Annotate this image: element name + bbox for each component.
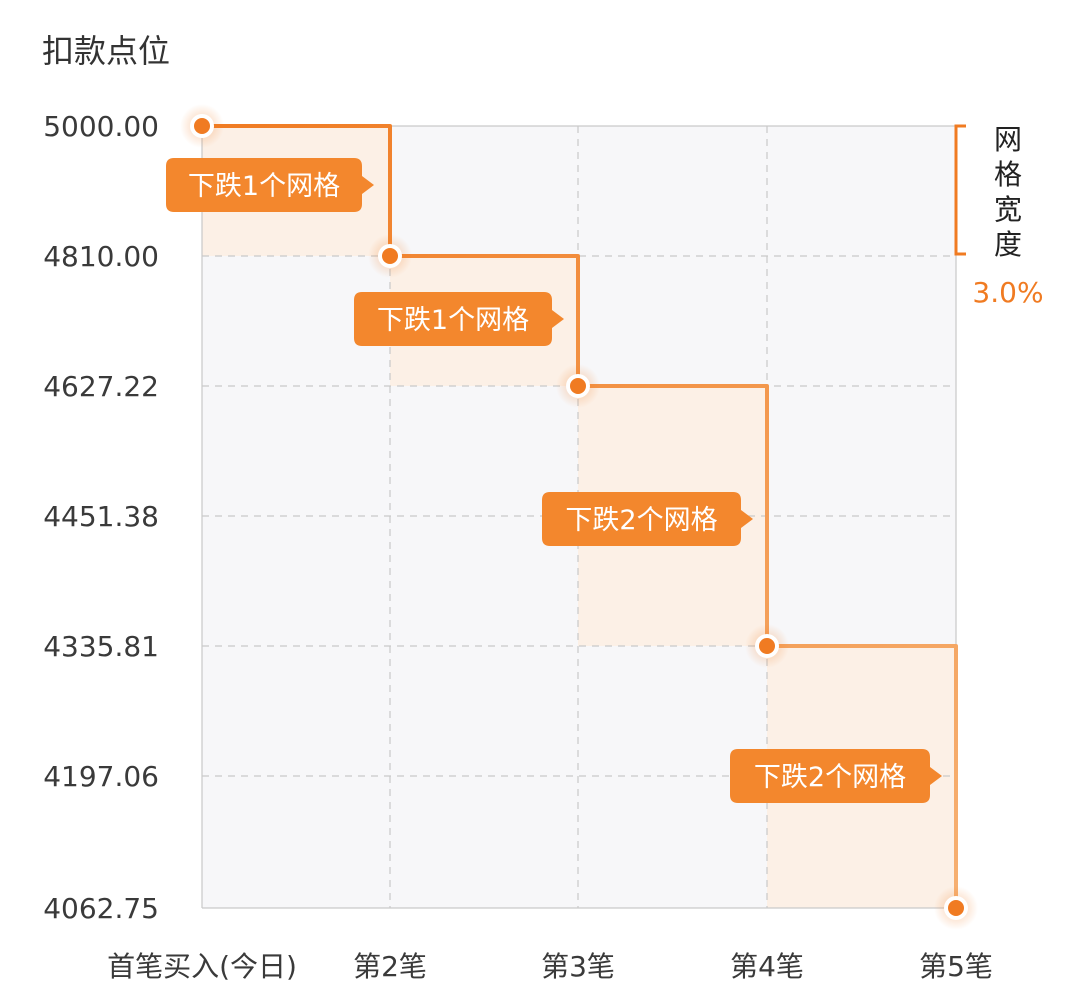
drop-callout: 下跌2个网格 <box>542 492 753 546</box>
data-point <box>934 886 978 930</box>
y-tick-label: 4062.75 <box>43 892 159 925</box>
data-point <box>556 364 600 408</box>
drop-callout: 下跌1个网格 <box>354 292 564 346</box>
grid-width-char-3: 宽 <box>994 193 1022 226</box>
drop-callout: 下跌1个网格 <box>166 158 374 212</box>
x-tick-label: 第4笔 <box>730 950 804 983</box>
data-point <box>180 104 224 148</box>
y-tick-label: 4810.00 <box>43 240 159 273</box>
x-tick-label: 第2笔 <box>353 950 427 983</box>
grid-width-char-1: 网 <box>994 123 1022 156</box>
y-axis-title: 扣款点位 <box>42 32 170 70</box>
callout-label: 下跌1个网格 <box>188 171 340 202</box>
data-point <box>745 624 789 668</box>
grid-width-char-4: 度 <box>994 228 1022 261</box>
point-dot <box>759 638 775 654</box>
callout-label: 下跌2个网格 <box>565 505 717 536</box>
x-tick-label: 第5笔 <box>919 950 993 983</box>
y-tick-label: 4451.38 <box>43 500 159 533</box>
x-tick-label: 第3笔 <box>541 950 615 983</box>
grid-width-char-2: 格 <box>994 158 1022 191</box>
data-point <box>368 234 412 278</box>
y-tick-label: 4197.06 <box>43 760 159 793</box>
grid-width-annotation: 网 格 宽 度 3.0% <box>954 123 1044 309</box>
callout-bubble <box>730 749 942 803</box>
drop-callout: 下跌2个网格 <box>730 749 942 803</box>
callout-label: 下跌1个网格 <box>377 305 529 336</box>
callout-bubble <box>166 158 374 212</box>
callout-bubble <box>542 492 753 546</box>
point-dot <box>382 248 398 264</box>
x-tick-label: 首笔买入(今日) <box>107 950 297 983</box>
y-tick-label: 4627.22 <box>43 370 159 403</box>
point-dot <box>948 900 964 916</box>
grid-width-value: 3.0% <box>972 276 1043 309</box>
y-tick-label: 5000.00 <box>43 110 159 143</box>
point-dot <box>570 378 586 394</box>
callout-label: 下跌2个网格 <box>754 762 906 793</box>
y-tick-label: 4335.81 <box>43 630 159 663</box>
callout-bubble <box>354 292 564 346</box>
grid-width-bracket <box>954 124 966 256</box>
point-dot <box>194 118 210 134</box>
